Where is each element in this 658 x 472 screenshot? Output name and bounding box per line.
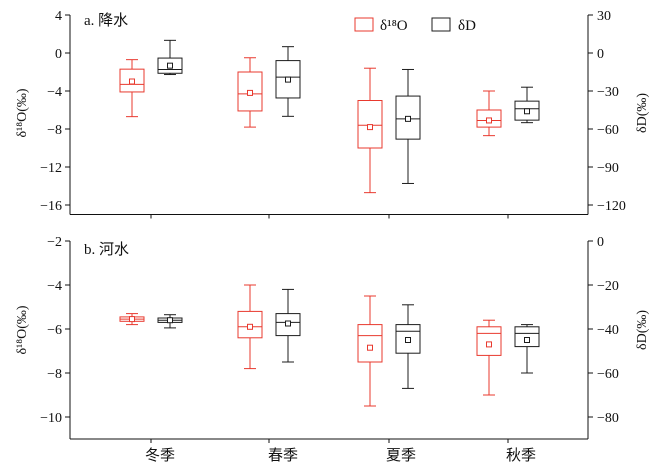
panel-b-left-tick-label: −8	[47, 367, 62, 382]
panel-b-box-d18o-spring	[237, 284, 263, 370]
panel-a-left-tick-label: −16	[40, 199, 62, 214]
panel-b-box-dd-summer-iqr	[395, 324, 421, 354]
panel-a-box-dd-summer	[395, 68, 421, 184]
panel-a-box-d18o-autumn	[476, 90, 502, 137]
category-label-winter: 冬季	[145, 447, 175, 464]
panel-b-axes: −2 −4 −6 −8 −10 0 −20 −40 −60 −80	[40, 235, 619, 443]
panel-a-box-d18o-autumn-mean-marker	[486, 117, 492, 124]
panel-a: a. 降水 δ¹⁸O(‰) δD(‰) δ¹⁸O δD 4 0 −4 −8 −12 −16…	[15, 9, 650, 219]
panel-b-box-d18o-summer-mean-marker	[367, 344, 373, 351]
panel-a-left-tick-label: 4	[55, 9, 62, 24]
panel-a-box-dd-winter	[157, 39, 183, 76]
panel-a-left-tick-label: −8	[47, 123, 62, 138]
panel-a-box-d18o-winter	[119, 59, 145, 118]
panel-b-box-dd-spring-mean-marker	[285, 320, 291, 327]
panel-b-box-dd-summer-mean-marker	[405, 337, 411, 343]
panel-b-box-d18o-winter	[119, 313, 145, 326]
category-label-summer: 夏季	[386, 447, 416, 464]
panel-b-right-tick-label: −80	[597, 411, 619, 426]
panel-b-box-dd-winter	[157, 314, 183, 329]
legend-label-d18o: δ¹⁸O	[380, 18, 408, 34]
panel-a-box-dd-summer-iqr	[395, 95, 421, 140]
panel-b-right-axis-title: δD(‰)	[635, 310, 650, 350]
panel-a-box-dd-spring-mean-marker	[285, 76, 291, 83]
panel-a-right-tick-label: 0	[597, 47, 604, 62]
panel-a-box-dd-spring	[275, 46, 301, 117]
panel-b-right-tick-label: 0	[597, 235, 604, 250]
panel-b-box-d18o-autumn	[476, 319, 502, 396]
panel-a-box-d18o-winter-mean-marker	[129, 78, 135, 85]
panel-b-left-tick-label: −4	[47, 279, 62, 294]
panel-b-left-axis-title: δ¹⁸O(‰)	[15, 305, 30, 354]
panel-b-box-d18o-winter-mean-marker	[129, 316, 135, 323]
panel-a-right-tick-label: −30	[597, 85, 619, 100]
panel-b-left-tick-label: −10	[40, 411, 62, 426]
panel-b-box-d18o-summer	[357, 295, 383, 407]
panel-a-box-d18o-summer	[357, 67, 383, 194]
panel-a-right-tick-label: 30	[597, 9, 611, 24]
panel-a-box-dd-winter-mean-marker	[167, 62, 173, 69]
panel-a-right-tick-label: −120	[597, 199, 626, 214]
panel-b-box-dd-winter-mean-marker	[167, 317, 173, 324]
panel-b-title: b. 河水	[84, 241, 129, 258]
panel-b-box-dd-autumn-iqr	[514, 326, 540, 348]
panel-a-box-dd-summer-mean-marker	[405, 115, 411, 122]
panel-a-box-dd-autumn-mean-marker	[524, 108, 530, 115]
panel-b-box-d18o-summer-iqr	[357, 324, 383, 363]
panel-a-box-dd-autumn	[514, 86, 540, 124]
x-axis-category-labels: 冬季 春季 夏季 秋季	[145, 447, 536, 464]
panel-a-box-d18o-summer-mean-marker	[367, 124, 373, 131]
panel-b-box-d18o-spring-mean-marker	[247, 323, 253, 330]
panel-b-right-tick-label: −60	[597, 367, 619, 382]
panel-a-left-tick-label: 0	[55, 47, 62, 62]
panel-b-box-d18o-autumn-mean-marker	[486, 341, 492, 348]
panel-b-right-tick-label: −40	[597, 323, 619, 338]
legend-swatch-d18o	[354, 17, 374, 32]
panel-b: b. 河水 δ¹⁸O(‰) δD(‰) −2 −4 −6 −8 −10 0 −20 −40 −6…	[15, 235, 650, 443]
panel-b-box-dd-autumn-mean-marker	[524, 337, 530, 343]
panel-a-left-tick-label: −4	[47, 85, 62, 100]
legend-swatch-dd	[431, 17, 451, 32]
panel-b-right-tick-label: −20	[597, 279, 619, 294]
category-label-autumn: 秋季	[506, 447, 536, 464]
legend: δ¹⁸O δD	[354, 17, 476, 34]
panel-a-axes: 4 0 −4 −8 −12 −16 30 0 −30 −60 −90 −120	[40, 9, 626, 219]
panel-b-left-tick-label: −6	[47, 323, 62, 338]
category-label-spring: 春季	[268, 447, 298, 464]
panel-b-box-dd-spring	[275, 288, 301, 363]
panel-a-box-d18o-spring	[237, 57, 263, 128]
legend-label-dd: δD	[458, 18, 476, 34]
panel-a-right-axis-title: δD(‰)	[635, 93, 650, 133]
panel-a-left-tick-label: −12	[40, 161, 62, 176]
panel-a-left-axis-title: δ¹⁸O(‰)	[15, 88, 30, 137]
panel-b-box-d18o-autumn-iqr	[476, 326, 502, 356]
panel-b-box-dd-autumn	[514, 324, 540, 374]
panel-a-box-d18o-spring-mean-marker	[247, 89, 253, 96]
panel-a-right-tick-label: −90	[597, 161, 619, 176]
panel-a-box-d18o-summer-iqr	[357, 100, 383, 149]
panel-a-right-tick-label: −60	[597, 123, 619, 138]
panel-a-title: a. 降水	[84, 12, 128, 29]
panel-b-box-dd-summer	[395, 304, 421, 389]
panel-b-left-tick-label: −2	[47, 235, 62, 250]
